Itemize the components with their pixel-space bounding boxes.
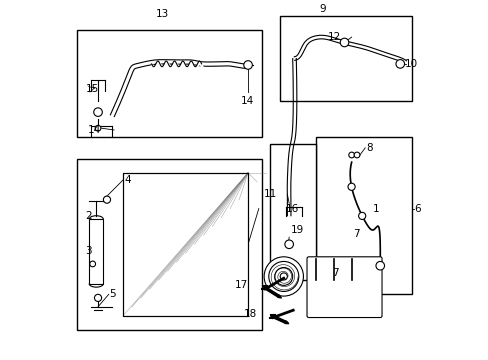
Circle shape <box>285 240 293 249</box>
FancyArrow shape <box>270 315 288 324</box>
Text: 10: 10 <box>405 59 418 69</box>
Text: 6: 6 <box>413 203 420 213</box>
Circle shape <box>375 261 384 270</box>
Text: 14: 14 <box>87 125 101 135</box>
Text: 1: 1 <box>372 203 379 213</box>
Circle shape <box>353 152 359 158</box>
FancyBboxPatch shape <box>306 257 381 318</box>
Circle shape <box>268 261 298 292</box>
Circle shape <box>244 61 252 69</box>
Circle shape <box>395 60 404 68</box>
Text: 4: 4 <box>124 175 131 185</box>
Text: 16: 16 <box>285 203 299 213</box>
Circle shape <box>347 183 354 190</box>
Bar <box>269 144 315 280</box>
Circle shape <box>94 294 102 301</box>
Text: 8: 8 <box>365 143 372 153</box>
Text: 5: 5 <box>108 289 115 299</box>
Bar <box>89 219 103 284</box>
FancyArrow shape <box>263 286 281 298</box>
Circle shape <box>348 152 354 158</box>
Circle shape <box>358 212 365 220</box>
Circle shape <box>94 108 102 116</box>
Text: 19: 19 <box>290 225 304 235</box>
Bar <box>123 173 247 316</box>
Text: 2: 2 <box>85 211 92 221</box>
Text: 14: 14 <box>241 96 254 107</box>
Bar <box>77 30 262 137</box>
Circle shape <box>280 273 287 280</box>
Text: 12: 12 <box>327 32 340 42</box>
Text: 7: 7 <box>331 268 338 278</box>
Bar <box>77 158 262 330</box>
Circle shape <box>340 38 348 47</box>
Circle shape <box>90 261 95 267</box>
Bar <box>123 173 247 316</box>
Text: 3: 3 <box>85 247 92 256</box>
Circle shape <box>264 257 303 296</box>
Text: 9: 9 <box>319 4 325 14</box>
Text: 15: 15 <box>85 84 99 94</box>
Text: 7: 7 <box>353 229 359 239</box>
Text: 18: 18 <box>243 309 257 319</box>
Bar <box>280 16 411 102</box>
Circle shape <box>274 267 292 285</box>
Text: 17: 17 <box>234 280 247 291</box>
Text: 11: 11 <box>264 189 277 199</box>
Circle shape <box>95 125 101 131</box>
Circle shape <box>103 196 110 203</box>
Bar <box>315 137 411 294</box>
Text: 13: 13 <box>155 9 169 19</box>
